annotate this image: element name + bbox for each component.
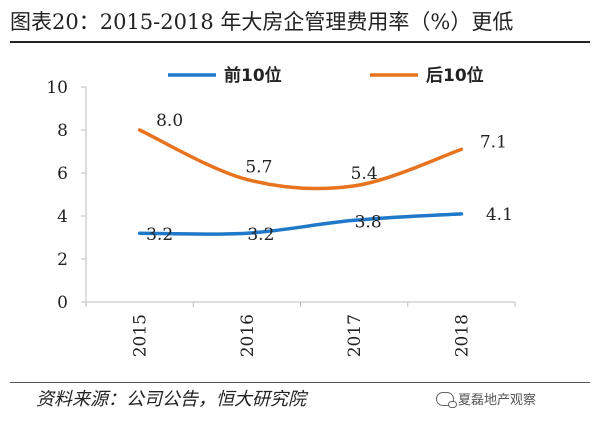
legend-label: 前10位 — [224, 65, 282, 86]
y-tick-label: 0 — [57, 293, 68, 313]
title-divider — [10, 41, 590, 43]
data-label: 7.1 — [480, 132, 507, 152]
series-line-bottom10 — [137, 128, 464, 191]
data-label: 8.0 — [156, 111, 183, 131]
x-tick-label: 2016 — [238, 314, 258, 357]
data-label: 5.4 — [351, 164, 378, 184]
y-tick-label: 4 — [57, 207, 68, 227]
chart-title: 图表20：2015-2018 年大房企管理费用率（%）更低 — [10, 10, 514, 34]
y-tick-label: 2 — [57, 250, 68, 270]
data-label: 3.2 — [146, 225, 173, 245]
source-note: 资料来源：公司公告，恒大研究院 — [36, 389, 306, 410]
data-label: 3.2 — [247, 225, 274, 245]
x-tick-label: 2018 — [452, 314, 472, 357]
footer-divider — [10, 382, 590, 383]
wechat-icon — [436, 391, 457, 408]
y-tick-label: 6 — [57, 164, 68, 184]
x-tick-label: 2015 — [131, 314, 151, 357]
line-chart: 0 2 4 6 8 10 2015 2016 2017 2018 3.2 3.2 3.8 4.1 8.0… — [46, 65, 516, 357]
data-label: 4.1 — [486, 205, 513, 225]
watermark-brand: 夏磊地产观察 — [436, 389, 536, 408]
data-label: 5.7 — [245, 157, 272, 177]
data-label: 3.8 — [355, 212, 382, 232]
brand-name: 夏磊地产观察 — [458, 393, 537, 408]
x-tick-label: 2017 — [345, 314, 365, 357]
y-tick-label: 8 — [57, 121, 68, 141]
series-line-top10 — [137, 212, 464, 236]
y-tick-label: 10 — [46, 78, 68, 98]
legend-label: 后10位 — [426, 65, 484, 86]
